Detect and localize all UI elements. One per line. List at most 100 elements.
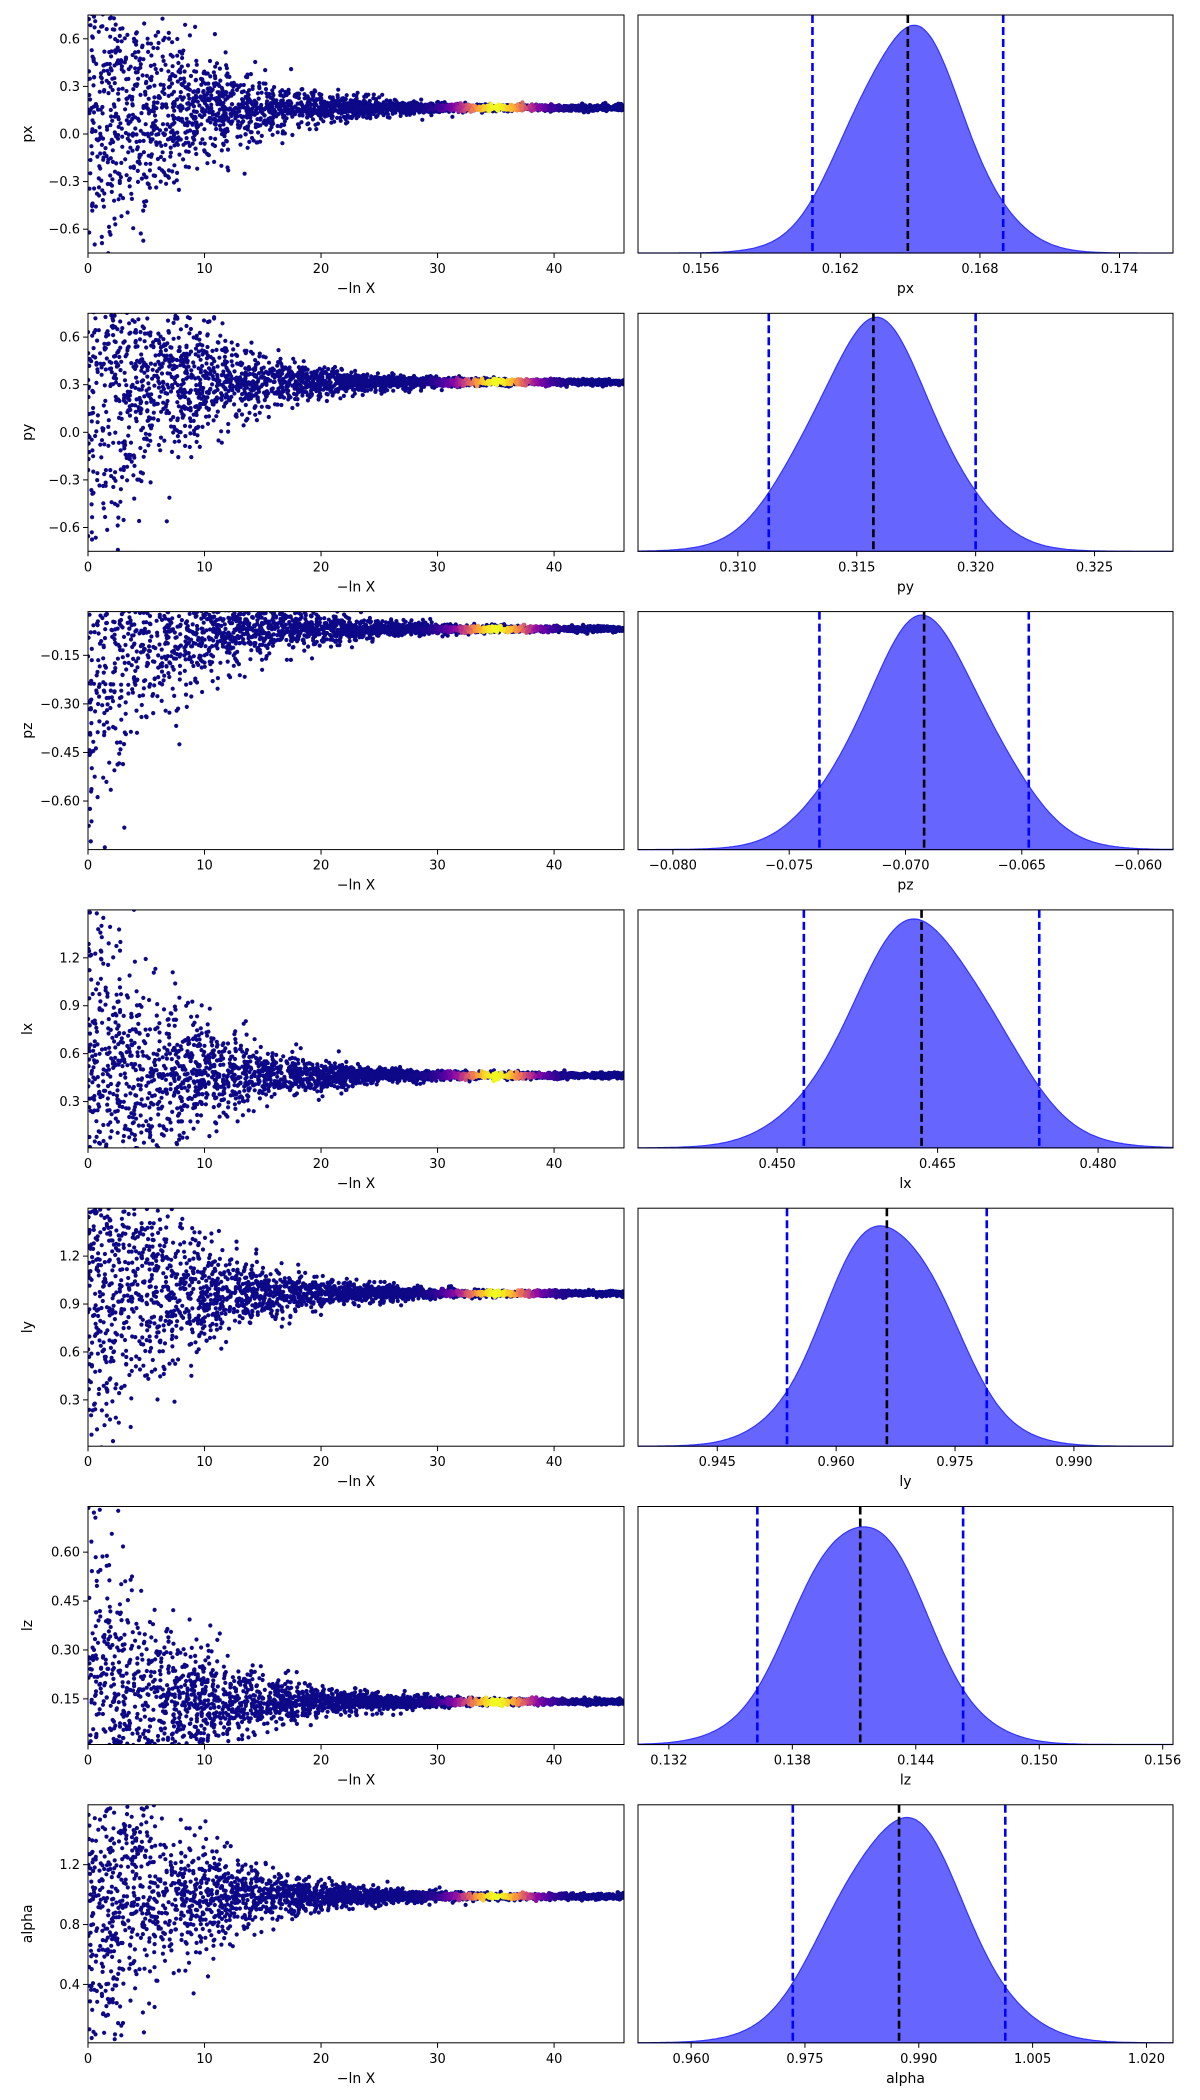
trace-point — [121, 517, 126, 523]
trace-point — [305, 108, 311, 113]
trace-weighted-point — [581, 109, 587, 115]
trace-point — [306, 121, 311, 126]
trace-point — [88, 69, 92, 74]
trace-point — [127, 184, 132, 189]
trace-point — [236, 102, 241, 107]
trace-point — [314, 127, 319, 132]
trace-point — [101, 89, 107, 94]
trace-point — [120, 86, 125, 91]
trace-point — [200, 424, 205, 429]
trace-point — [138, 231, 143, 236]
trace-point — [161, 337, 166, 342]
trace-point — [258, 117, 263, 122]
trace-point — [219, 163, 224, 168]
trace-point — [194, 69, 199, 74]
trace-point — [329, 120, 334, 125]
trace-point — [274, 98, 279, 103]
trace-point — [186, 120, 192, 125]
trace-point — [261, 81, 266, 86]
trace-point — [243, 366, 248, 371]
trace-point — [171, 100, 176, 105]
posterior-xtick-label: 0.156 — [682, 262, 719, 277]
trace-point — [335, 115, 340, 120]
trace-weighted-point — [506, 105, 512, 110]
trace-point — [135, 168, 140, 173]
trace-point — [119, 67, 124, 72]
trace-point — [134, 139, 139, 144]
trace-point — [137, 387, 142, 392]
trace-xlabel: −ln X — [337, 281, 376, 297]
trace-point — [183, 130, 188, 135]
trace-point — [101, 157, 106, 162]
trace-point — [312, 106, 317, 111]
trace-point — [91, 405, 96, 411]
trace-point — [262, 398, 267, 403]
trace-point — [110, 159, 115, 164]
trace-point — [99, 142, 104, 147]
trace-weighted-point — [490, 105, 495, 110]
trace-point — [215, 90, 220, 95]
trace-point — [214, 414, 219, 419]
trace-weighted-point — [541, 105, 547, 111]
trace-point — [102, 347, 107, 352]
trace-point — [242, 101, 247, 106]
trace-point — [94, 429, 99, 434]
trace-point — [151, 410, 156, 415]
trace-point — [100, 136, 106, 141]
trace-point — [215, 113, 220, 118]
trace-point — [270, 96, 275, 101]
trace-point — [168, 52, 173, 57]
trace-point — [199, 114, 204, 120]
trace-point — [330, 110, 335, 115]
trace-weighted-point — [421, 110, 427, 115]
trace-point — [92, 25, 97, 30]
trace-point — [264, 91, 269, 96]
trace-ytick-label: 0.3 — [59, 80, 80, 95]
trace-point — [299, 100, 304, 105]
trace-point — [197, 103, 202, 108]
trace-point — [394, 99, 399, 104]
trace-point — [144, 73, 149, 78]
trace-point — [382, 389, 387, 394]
trace-point — [106, 91, 111, 96]
trace-point — [108, 107, 113, 113]
trace-point — [135, 147, 140, 152]
trace-point — [141, 138, 146, 143]
trace-point — [165, 391, 170, 396]
trace-point — [106, 341, 111, 346]
trace-weighted-point — [579, 101, 585, 107]
trace-point — [195, 166, 200, 171]
trace-point — [325, 386, 330, 391]
trace-point — [196, 354, 201, 359]
trace-point — [225, 82, 230, 87]
trace-point — [110, 177, 115, 182]
trace-point — [291, 356, 296, 361]
trace-point — [93, 433, 98, 439]
trace-point — [219, 440, 224, 445]
trace-point — [269, 110, 274, 115]
trace-weighted-point — [344, 103, 349, 109]
trace-point — [253, 358, 258, 363]
trace-point — [235, 134, 240, 139]
trace-point — [196, 388, 201, 393]
trace-point — [336, 87, 341, 92]
trace-point — [231, 347, 236, 352]
trace-point — [213, 136, 218, 141]
trace-point — [171, 89, 177, 94]
trace-point — [314, 102, 319, 107]
trace-point — [206, 81, 211, 86]
trace-point — [88, 157, 93, 163]
trace-point — [368, 387, 374, 392]
trace-point — [198, 381, 203, 386]
trace-point — [275, 363, 280, 368]
trace-point — [89, 419, 94, 424]
trace-point — [103, 314, 108, 320]
trace-point — [101, 204, 106, 209]
trace-point — [231, 109, 236, 114]
trace-point — [182, 390, 187, 395]
trace-point — [193, 404, 198, 409]
trace-point — [223, 50, 228, 55]
trace-point — [166, 175, 171, 180]
trace-point — [130, 148, 135, 153]
trace-point — [155, 46, 160, 51]
